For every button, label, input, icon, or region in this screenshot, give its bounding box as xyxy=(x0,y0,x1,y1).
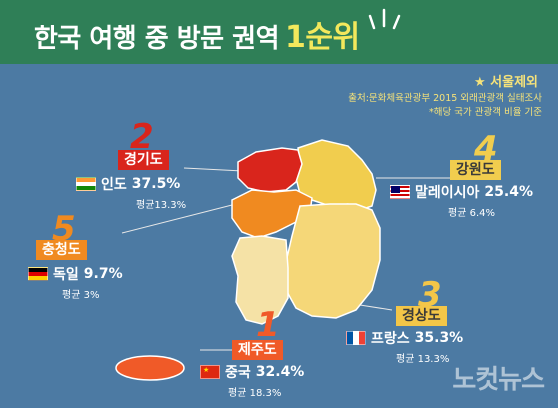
info-chungcheong: 독일 9.7% 평균 3% xyxy=(28,264,123,301)
pct-gyeonggi: 37.5% xyxy=(131,176,181,192)
label-gyeonggi: 경기도 xyxy=(118,150,169,170)
india-flag-icon xyxy=(76,177,96,191)
sparkle-icon xyxy=(368,8,401,30)
rank-1-number: 1 xyxy=(256,305,280,345)
malaysia-flag-icon xyxy=(390,185,410,199)
source-note: 출처:문화체육관광부 2015 외래관광객 실태조사 *해당 국가 관광객 비율… xyxy=(348,92,542,120)
country-gyeonggi: 인도 xyxy=(101,177,127,193)
avg-chungcheong: 평균 3% xyxy=(62,290,100,301)
region-jeolla xyxy=(231,235,289,325)
title-banner: 한국 여행 중 방문 권역 1순위 xyxy=(0,0,558,64)
country-gangwon: 말레이시아 xyxy=(415,185,480,201)
germany-flag-icon xyxy=(28,267,48,281)
pct-jeju: 32.4% xyxy=(255,364,305,380)
avg-gyeonggi: 평균13.3% xyxy=(136,200,187,211)
pct-chungcheong: 9.7% xyxy=(83,266,123,282)
label-jeju: 제주도 xyxy=(232,340,283,360)
avg-gangwon: 평균 6.4% xyxy=(448,208,495,219)
china-flag-icon: ★ xyxy=(200,365,220,379)
seoul-excluded-note: ★ 서울제외 xyxy=(473,75,538,90)
info-gangwon: 말레이시아 25.4% 평균 6.4% xyxy=(390,182,533,219)
region-jeju xyxy=(115,355,185,381)
title-main: 한국 여행 중 방문 권역 xyxy=(34,24,280,54)
info-gyeongsang: 프랑스 35.3% 평균 13.3% xyxy=(346,328,463,365)
leader-line-chungcheong xyxy=(121,204,233,234)
rank-5-number: 5 xyxy=(52,209,76,249)
region-gyeonggi xyxy=(237,147,303,193)
pct-gangwon: 25.4% xyxy=(484,184,533,200)
label-gangwon: 강원도 xyxy=(450,160,501,180)
avg-jeju: 평균 18.3% xyxy=(228,388,282,399)
country-chungcheong: 독일 xyxy=(53,267,79,283)
footnote-text: *해당 국가 관광객 비율 기준 xyxy=(429,107,542,118)
title-highlight: 1순위 xyxy=(285,20,360,55)
country-gyeongsang: 프랑스 xyxy=(371,331,410,347)
rank-4-number: 4 xyxy=(474,129,498,169)
country-jeju: 중국 xyxy=(225,365,251,381)
label-gyeongsang: 경상도 xyxy=(396,306,447,326)
info-gyeonggi: 인도 37.5% 평균13.3% xyxy=(76,174,186,211)
info-jeju: ★ 중국 32.4% 평균 18.3% xyxy=(200,362,304,399)
page-title: 한국 여행 중 방문 권역 1순위 xyxy=(34,12,360,56)
pct-gyeongsang: 35.3% xyxy=(414,330,464,346)
rank-2-number: 2 xyxy=(130,117,154,157)
source-text: 출처:문화체육관광부 2015 외래관광객 실태조사 xyxy=(348,93,542,104)
region-gyeongsang xyxy=(285,203,381,319)
watermark-logo: 노컷뉴스 xyxy=(452,365,545,395)
label-chungcheong: 충청도 xyxy=(36,240,87,260)
france-flag-icon xyxy=(346,331,366,345)
rank-3-number: 3 xyxy=(418,275,442,315)
avg-gyeongsang: 평균 13.3% xyxy=(396,354,450,365)
leader-line-gyeongsang xyxy=(359,304,393,311)
